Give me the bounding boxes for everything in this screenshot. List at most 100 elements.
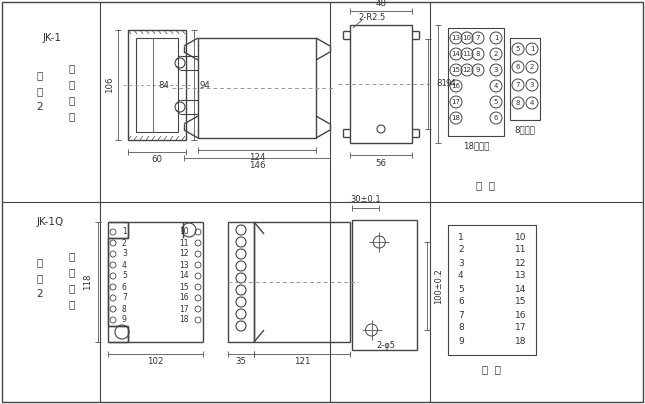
Text: 1: 1 bbox=[122, 227, 127, 236]
Text: 12: 12 bbox=[462, 67, 471, 73]
Text: 4: 4 bbox=[122, 261, 127, 269]
Text: 线: 线 bbox=[69, 299, 75, 309]
Text: 10: 10 bbox=[462, 35, 471, 41]
Text: 17: 17 bbox=[179, 305, 189, 314]
Text: 板: 板 bbox=[69, 63, 75, 73]
Text: 板: 板 bbox=[69, 251, 75, 261]
Bar bbox=[448, 28, 504, 136]
Text: 18: 18 bbox=[179, 316, 189, 324]
Text: 4: 4 bbox=[530, 100, 534, 106]
Text: 背  视: 背 视 bbox=[475, 180, 495, 190]
Text: 16: 16 bbox=[515, 311, 526, 320]
Text: 6: 6 bbox=[458, 297, 464, 307]
Text: 15: 15 bbox=[515, 297, 526, 307]
Text: 35: 35 bbox=[235, 358, 246, 366]
Bar bbox=[128, 30, 186, 140]
Bar bbox=[198, 38, 316, 138]
Text: 前: 前 bbox=[69, 267, 75, 277]
Text: 9: 9 bbox=[476, 67, 481, 73]
Text: 94: 94 bbox=[200, 80, 211, 90]
Text: 5: 5 bbox=[494, 99, 498, 105]
Text: 6: 6 bbox=[516, 64, 521, 70]
Text: 56: 56 bbox=[375, 158, 386, 168]
Text: 11: 11 bbox=[515, 246, 526, 255]
Text: 2: 2 bbox=[122, 238, 127, 248]
Text: 1: 1 bbox=[494, 35, 498, 41]
Text: 2: 2 bbox=[494, 51, 498, 57]
Text: 附: 附 bbox=[37, 257, 43, 267]
Text: 接: 接 bbox=[69, 283, 75, 293]
Text: 84: 84 bbox=[158, 80, 169, 90]
Text: 1: 1 bbox=[530, 46, 534, 52]
Text: 10: 10 bbox=[515, 232, 526, 242]
Text: 8: 8 bbox=[476, 51, 481, 57]
Text: 12: 12 bbox=[179, 250, 189, 259]
Text: 48: 48 bbox=[375, 0, 386, 8]
Text: 线: 线 bbox=[69, 111, 75, 121]
Text: 8点端子: 8点端子 bbox=[515, 126, 535, 135]
Text: 15: 15 bbox=[179, 282, 189, 292]
Text: 4: 4 bbox=[458, 271, 464, 280]
Text: 12: 12 bbox=[515, 259, 526, 267]
Text: 后: 后 bbox=[69, 79, 75, 89]
Bar bbox=[352, 220, 417, 350]
Text: 2-R2.5: 2-R2.5 bbox=[358, 13, 385, 21]
Text: 10: 10 bbox=[179, 227, 189, 236]
Text: 2: 2 bbox=[458, 246, 464, 255]
Bar bbox=[510, 38, 540, 120]
Text: 7: 7 bbox=[458, 311, 464, 320]
Text: 17: 17 bbox=[451, 99, 461, 105]
Text: 2: 2 bbox=[37, 102, 43, 112]
Text: 121: 121 bbox=[293, 358, 310, 366]
Text: 附: 附 bbox=[37, 70, 43, 80]
Text: 11: 11 bbox=[179, 238, 189, 248]
Text: 3: 3 bbox=[458, 259, 464, 267]
Text: 15: 15 bbox=[451, 67, 461, 73]
Text: 60: 60 bbox=[152, 156, 163, 164]
Text: 6: 6 bbox=[494, 115, 498, 121]
Text: 8: 8 bbox=[122, 305, 127, 314]
Text: 3: 3 bbox=[530, 82, 534, 88]
Text: 14: 14 bbox=[515, 284, 526, 293]
Text: 2-φ5: 2-φ5 bbox=[377, 341, 395, 351]
Text: 13: 13 bbox=[515, 271, 526, 280]
Text: 5: 5 bbox=[458, 284, 464, 293]
Text: 30±0.1: 30±0.1 bbox=[350, 196, 381, 204]
Text: 接: 接 bbox=[69, 95, 75, 105]
Bar bbox=[254, 222, 350, 342]
Text: 2: 2 bbox=[530, 64, 534, 70]
Text: 16: 16 bbox=[179, 293, 189, 303]
Text: 4: 4 bbox=[494, 83, 498, 89]
Text: 7: 7 bbox=[122, 293, 127, 303]
Text: 106: 106 bbox=[106, 77, 115, 93]
Text: 11: 11 bbox=[462, 51, 471, 57]
Text: 13: 13 bbox=[179, 261, 189, 269]
Text: 102: 102 bbox=[147, 358, 164, 366]
Text: 5: 5 bbox=[122, 271, 127, 280]
Text: 18点端子: 18点端子 bbox=[463, 141, 489, 151]
Bar bbox=[136, 38, 178, 132]
Text: 7: 7 bbox=[476, 35, 481, 41]
Text: 9: 9 bbox=[458, 337, 464, 345]
Text: 7: 7 bbox=[516, 82, 521, 88]
Bar bbox=[350, 25, 412, 143]
Text: 8: 8 bbox=[458, 324, 464, 332]
Text: 118: 118 bbox=[83, 274, 92, 290]
Text: 14: 14 bbox=[451, 51, 461, 57]
Text: JK-1: JK-1 bbox=[43, 33, 61, 43]
Text: 18: 18 bbox=[451, 115, 461, 121]
Text: 5: 5 bbox=[516, 46, 520, 52]
Text: 3: 3 bbox=[122, 250, 127, 259]
Text: 14: 14 bbox=[179, 271, 189, 280]
Text: 94: 94 bbox=[446, 80, 457, 88]
Text: 9: 9 bbox=[122, 316, 127, 324]
Text: 18: 18 bbox=[515, 337, 526, 345]
Text: 13: 13 bbox=[451, 35, 461, 41]
Bar bbox=[228, 222, 254, 342]
Text: 6: 6 bbox=[122, 282, 127, 292]
Text: 146: 146 bbox=[249, 162, 265, 170]
Text: 3: 3 bbox=[494, 67, 498, 73]
Text: 1: 1 bbox=[458, 232, 464, 242]
Text: 图: 图 bbox=[37, 273, 43, 283]
Text: 2: 2 bbox=[37, 289, 43, 299]
